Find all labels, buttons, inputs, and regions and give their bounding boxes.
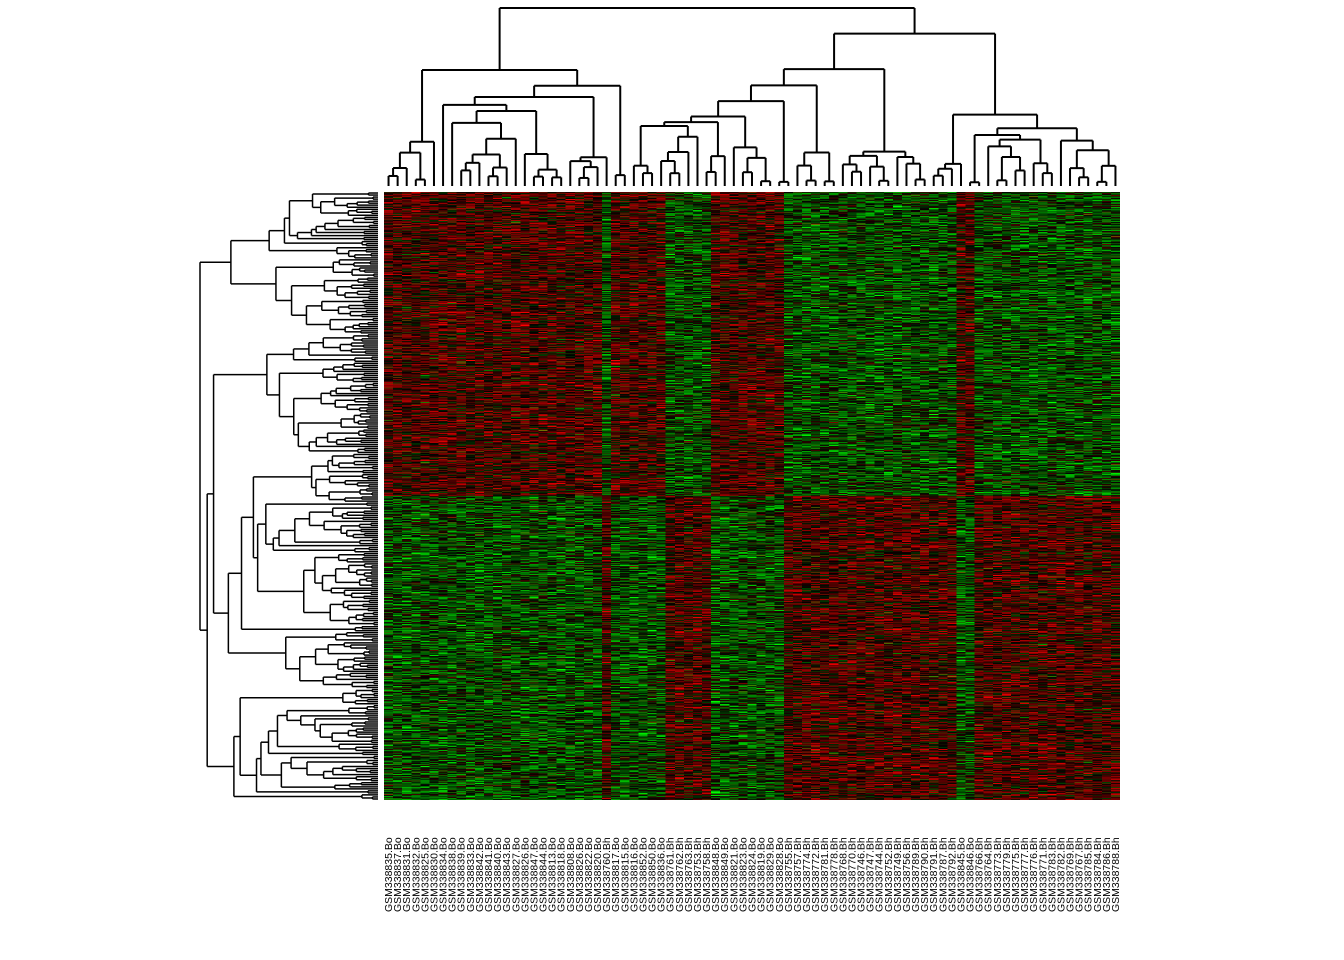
column-label: GSM338768.Bh xyxy=(837,837,849,912)
column-label: GSM338770.Bh xyxy=(846,837,858,912)
column-label: GSM338844.Bo xyxy=(538,837,550,912)
column-label: GSM338764.Bh xyxy=(983,837,995,912)
column-label: GSM338756.Bh xyxy=(901,837,913,912)
column-label: GSM338828.Bo xyxy=(774,837,786,912)
column-label: GSM338838.Bo xyxy=(447,837,459,912)
column-label: GSM338846.Bo xyxy=(965,837,977,912)
column-label: GSM338808.Bo xyxy=(565,837,577,912)
column-label: GSM338850.Bo xyxy=(647,837,659,912)
column-label: GSM338785.Bh xyxy=(1083,837,1095,912)
column-label: GSM338771.Bh xyxy=(1037,837,1049,912)
column-label: GSM338839.Bo xyxy=(456,837,468,912)
column-label: GSM338784.Bh xyxy=(1092,837,1104,912)
column-label: GSM338747.Bh xyxy=(865,837,877,912)
column-label: GSM338834.Bo xyxy=(438,837,450,912)
column-label: GSM338773.Bh xyxy=(992,837,1004,912)
column-label: GSM338755.Bh xyxy=(783,837,795,912)
column-label: GSM338840.Bo xyxy=(492,837,504,912)
column-label: GSM338830.Bo xyxy=(428,837,440,912)
column-label: GSM338833.Bo xyxy=(465,837,477,912)
column-label: GSM338835.Bo xyxy=(383,837,395,912)
column-label: GSM338817.Bo xyxy=(610,837,622,912)
column-label: GSM338758.Bh xyxy=(701,837,713,912)
column-label: GSM338766.Bh xyxy=(974,837,986,912)
column-label: GSM338843.Bo xyxy=(501,837,513,912)
column-label: GSM338769.Bh xyxy=(1065,837,1077,912)
column-label: GSM338789.Bh xyxy=(910,837,922,912)
column-label: GSM338762.Bh xyxy=(674,837,686,912)
column-label: GSM338752.Bh xyxy=(883,837,895,912)
column-label: GSM338779.Bh xyxy=(1001,837,1013,912)
column-label: GSM338829.Bo xyxy=(765,837,777,912)
column-label: GSM338787.Bh xyxy=(937,837,949,912)
column-label: GSM338757.Bh xyxy=(792,837,804,912)
column-label: GSM338746.Bh xyxy=(856,837,868,912)
column-label: GSM338816.Bo xyxy=(628,837,640,912)
column-label: GSM338825.Bo xyxy=(419,837,431,912)
column-label: GSM338753.Bh xyxy=(692,837,704,912)
column-label: GSM338831.Bo xyxy=(401,837,413,912)
column-label: GSM338761.Bh xyxy=(665,837,677,912)
column-label: GSM338763.Bh xyxy=(683,837,695,912)
column-label: GSM338783.Bh xyxy=(1046,837,1058,912)
heatmap-cells xyxy=(384,192,1120,800)
column-label: GSM338845.Bo xyxy=(955,837,967,912)
column-label: GSM338790.Bh xyxy=(919,837,931,912)
column-dendrogram xyxy=(387,7,1117,186)
column-label: GSM338836.Bo xyxy=(656,837,668,912)
column-label: GSM338820.Bo xyxy=(592,837,604,912)
column-label: GSM338848.Bo xyxy=(710,837,722,912)
column-label: GSM338849.Bo xyxy=(719,837,731,912)
column-label: GSM338776.Bh xyxy=(1028,837,1040,912)
column-label: GSM338821.Bo xyxy=(728,837,740,912)
column-label: GSM338777.Bh xyxy=(1019,837,1031,912)
column-label: GSM338837.Bo xyxy=(392,837,404,912)
column-label: GSM338781.Bh xyxy=(819,837,831,912)
column-label: GSM338782.Bh xyxy=(1055,837,1067,912)
column-label: GSM338826.Bo xyxy=(574,837,586,912)
column-label: GSM338749.Bh xyxy=(892,837,904,912)
column-label: GSM338824.Bo xyxy=(747,837,759,912)
column-label: GSM338813.Bo xyxy=(547,837,559,912)
column-label: GSM338826.Bo xyxy=(519,837,531,912)
column-label: GSM338832.Bo xyxy=(410,837,422,912)
column-label: GSM338786.Bh xyxy=(1101,837,1113,912)
column-label: GSM338792.Bh xyxy=(946,837,958,912)
column-label: GSM338760.Bh xyxy=(601,837,613,912)
column-label: GSM338774.Bh xyxy=(801,837,813,912)
column-label: GSM338772.Bh xyxy=(810,837,822,912)
column-label: GSM338744.Bh xyxy=(874,837,886,912)
column-label: GSM338818.Bo xyxy=(556,837,568,912)
row-dendrogram xyxy=(199,192,378,800)
column-label: GSM338775.Bh xyxy=(1010,837,1022,912)
column-label: GSM338791.Bh xyxy=(928,837,940,912)
column-label: GSM338823.Bo xyxy=(737,837,749,912)
column-label: GSM338827.Bo xyxy=(510,837,522,912)
column-label: GSM338842.Bo xyxy=(474,837,486,912)
column-label: GSM338841.Bo xyxy=(483,837,495,912)
column-label: GSM338819.Bo xyxy=(756,837,768,912)
heatmap-matrix xyxy=(384,192,1120,800)
column-label: GSM338847.Bo xyxy=(528,837,540,912)
column-label: GSM338815.Bo xyxy=(619,837,631,912)
column-label: GSM338788.Bh xyxy=(1110,837,1122,912)
column-label: GSM338778.Bh xyxy=(828,837,840,912)
column-label: GSM338852.Bo xyxy=(637,837,649,912)
column-label: GSM338822.Bo xyxy=(583,837,595,912)
column-labels: GSM338835.BoGSM338837.BoGSM338831.BoGSM3… xyxy=(383,837,1122,912)
column-label: GSM338767.Bh xyxy=(1074,837,1086,912)
